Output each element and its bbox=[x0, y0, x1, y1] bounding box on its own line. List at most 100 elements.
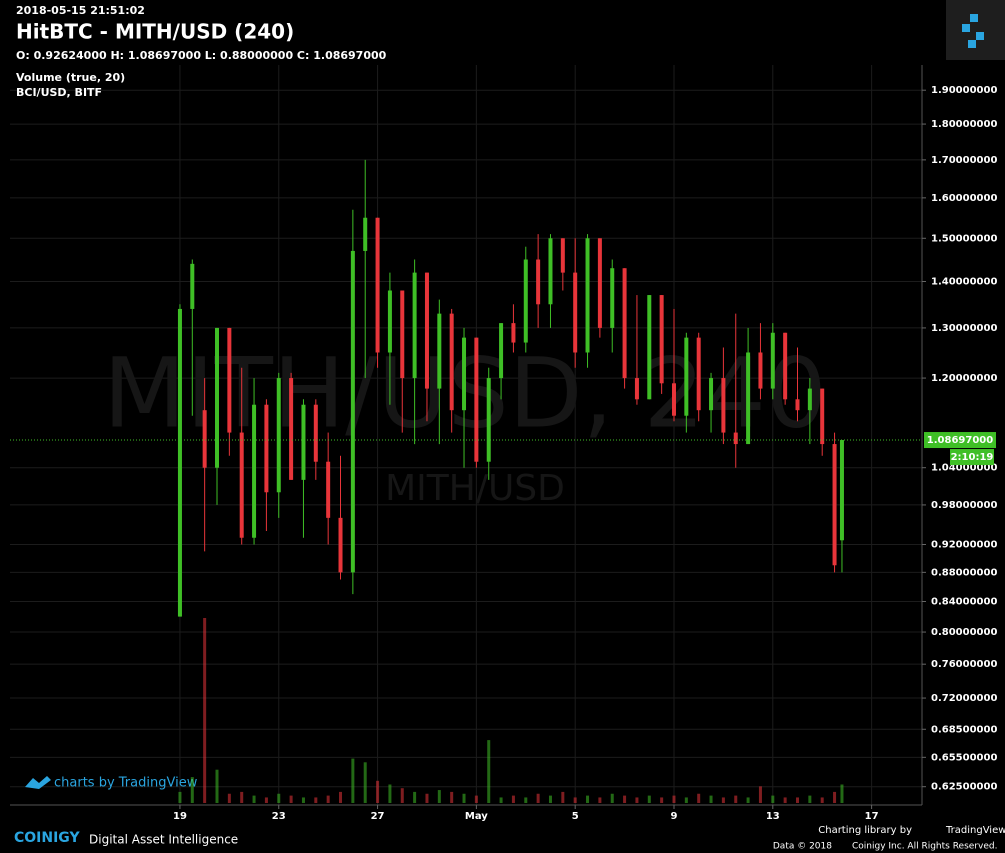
x-tick-label: 27 bbox=[371, 811, 385, 822]
candle-body bbox=[597, 238, 602, 328]
candle-body bbox=[746, 352, 751, 445]
countdown-box bbox=[950, 449, 994, 466]
volume-bar bbox=[684, 797, 688, 803]
candle-body bbox=[313, 404, 318, 462]
volume-bar bbox=[840, 784, 844, 803]
volume-bar bbox=[203, 618, 207, 803]
x-tick-label: 13 bbox=[766, 811, 780, 822]
candle-body bbox=[573, 272, 578, 353]
candle-body bbox=[832, 444, 837, 566]
watermark-symbol: MITH/USD bbox=[385, 468, 565, 509]
candle-body bbox=[536, 259, 541, 305]
candle-body bbox=[523, 259, 528, 343]
chart-title: HitBTC - MITH/USD (240) bbox=[16, 20, 294, 44]
candle-body bbox=[462, 337, 467, 411]
volume-bar bbox=[573, 797, 577, 803]
candle-body bbox=[634, 378, 639, 400]
candle-body bbox=[215, 327, 220, 468]
y-tick-label: 1.90000000 bbox=[931, 85, 997, 96]
candle-body bbox=[264, 404, 269, 493]
candle-body bbox=[795, 399, 800, 411]
candle-body bbox=[659, 295, 664, 384]
y-tick-label: 1.40000000 bbox=[931, 277, 997, 288]
candle-body bbox=[622, 268, 627, 379]
volume-bar bbox=[264, 797, 268, 803]
y-tick-label: 1.30000000 bbox=[931, 323, 997, 334]
y-tick-label: 1.70000000 bbox=[931, 155, 997, 166]
y-tick-label: 0.88000000 bbox=[931, 567, 997, 578]
volume-bar bbox=[808, 795, 812, 803]
volume-bar bbox=[326, 795, 330, 803]
countdown: 2:10:19 bbox=[951, 452, 994, 463]
volume-bar bbox=[450, 791, 454, 803]
volume-bar bbox=[400, 788, 404, 803]
candle-body bbox=[177, 308, 182, 617]
volume-bar bbox=[783, 797, 787, 803]
volume-bar bbox=[548, 795, 552, 803]
volume-bar bbox=[215, 769, 219, 803]
candle-body bbox=[585, 238, 590, 353]
volume-bar bbox=[190, 777, 194, 803]
x-tick-label: 5 bbox=[572, 811, 579, 822]
y-tick-label: 0.76000000 bbox=[931, 659, 997, 670]
volume-bar bbox=[363, 762, 367, 803]
y-tick-label: 1.50000000 bbox=[931, 233, 997, 244]
volume-bar bbox=[796, 797, 800, 803]
candle-body bbox=[326, 461, 331, 518]
candle-body bbox=[239, 432, 244, 538]
candle-body bbox=[610, 268, 615, 328]
y-tick-label: 0.98000000 bbox=[931, 500, 997, 511]
candle-body bbox=[363, 217, 368, 251]
candle-body bbox=[647, 295, 652, 400]
volume-bar bbox=[240, 791, 244, 803]
candle-body bbox=[560, 238, 565, 273]
volume-bar bbox=[721, 797, 725, 803]
y-tick-label: 1.04000000 bbox=[931, 463, 997, 474]
candle-body bbox=[511, 323, 516, 343]
y-tick-label: 0.72000000 bbox=[931, 693, 997, 704]
candle-body bbox=[338, 517, 343, 573]
candle-body bbox=[721, 378, 726, 433]
candle-body bbox=[412, 272, 417, 379]
logo bbox=[962, 14, 984, 48]
x-tick-label: 23 bbox=[272, 811, 286, 822]
candle-body bbox=[684, 337, 689, 416]
candle-body bbox=[289, 378, 294, 480]
y-tick-label: 0.84000000 bbox=[931, 596, 997, 607]
volume-bar bbox=[301, 797, 305, 803]
candle-body bbox=[387, 290, 392, 353]
volume-bar bbox=[227, 793, 231, 803]
candle-body bbox=[400, 290, 405, 379]
grid bbox=[10, 65, 922, 805]
candle-body bbox=[202, 410, 207, 468]
logo-box[interactable] bbox=[946, 0, 1005, 60]
volume-bar bbox=[536, 793, 540, 803]
y-tick-label: 0.62500000 bbox=[931, 782, 997, 793]
tv-logo[interactable]: charts by TradingView bbox=[25, 776, 198, 791]
volume-bar bbox=[511, 795, 515, 803]
volume-bar bbox=[610, 793, 614, 803]
candle-body bbox=[350, 250, 355, 573]
volume-label: Volume (true, 20) bbox=[16, 71, 125, 84]
ohlc-header: O: 0.92624000 H: 1.08697000 L: 0.8800000… bbox=[16, 49, 387, 62]
y-tick-label: 0.92000000 bbox=[931, 540, 997, 551]
volume-bar bbox=[697, 793, 701, 803]
candle-body bbox=[486, 378, 491, 462]
volume-bar bbox=[277, 793, 281, 803]
brand-tagline: Digital Asset Intelligence bbox=[89, 833, 238, 847]
candle-body bbox=[758, 352, 763, 389]
candle-body bbox=[733, 432, 738, 445]
volume-bar bbox=[487, 740, 491, 803]
volume-bar bbox=[499, 797, 503, 803]
volume-bar bbox=[561, 791, 565, 803]
last-price-box bbox=[924, 432, 996, 449]
y-tick-label: 1.80000000 bbox=[931, 119, 997, 130]
volume-bar bbox=[820, 797, 824, 803]
x-tick-label: 9 bbox=[671, 811, 678, 822]
volume-bar bbox=[437, 790, 441, 803]
volume-bar bbox=[623, 795, 627, 803]
candle-body bbox=[671, 383, 676, 416]
candle-body bbox=[301, 404, 306, 480]
